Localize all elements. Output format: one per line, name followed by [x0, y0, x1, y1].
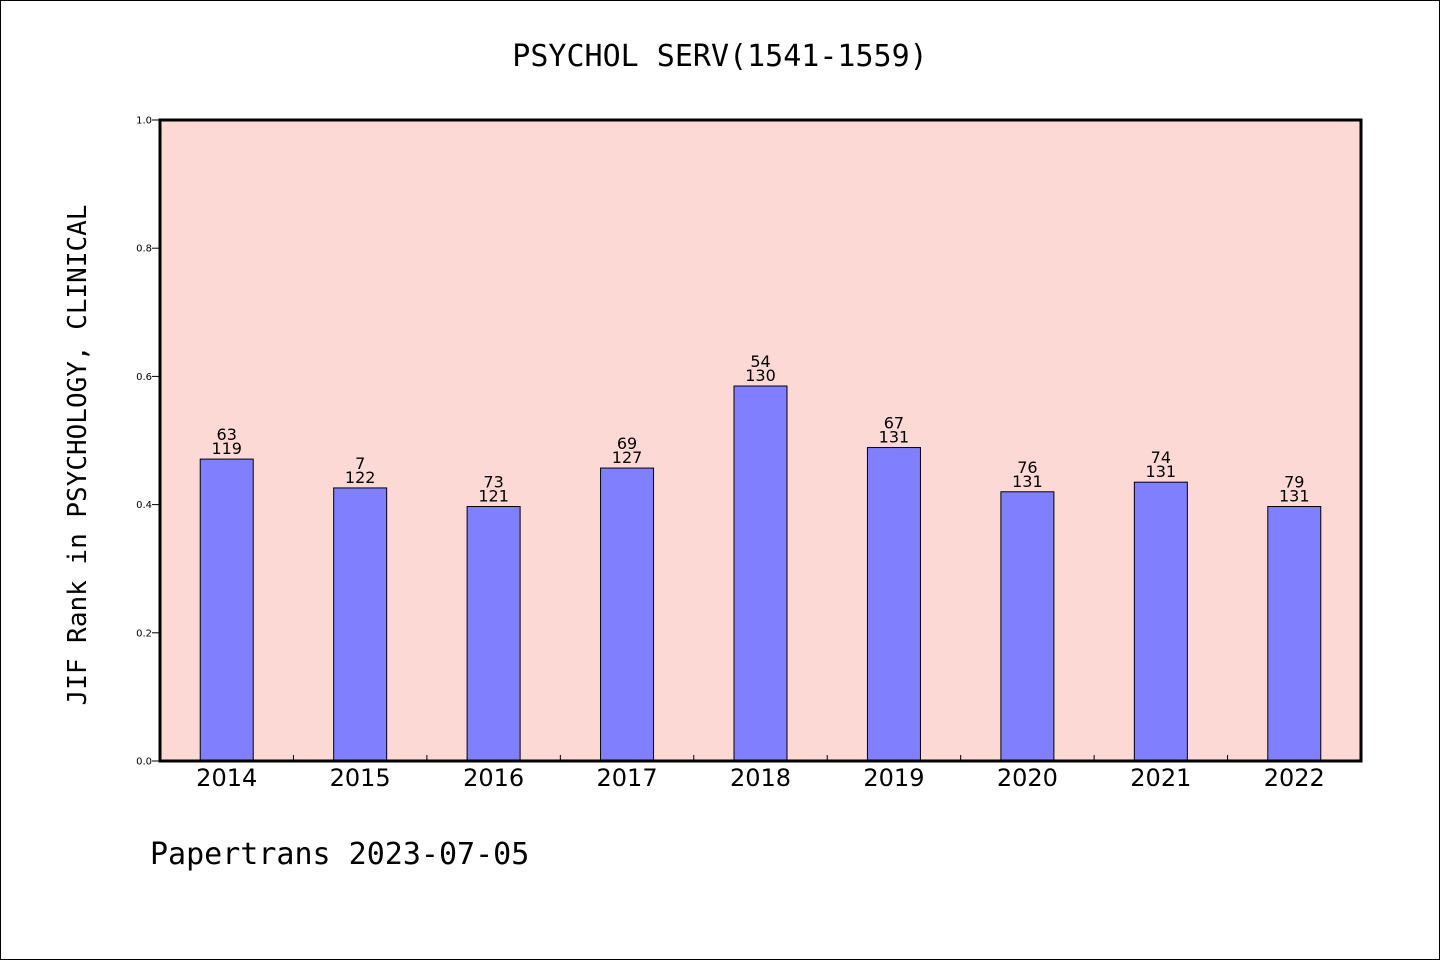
bar-total-label: 122 [345, 468, 376, 487]
x-tick-label: 2020 [997, 764, 1058, 792]
x-tick-label: 2018 [730, 764, 791, 792]
y-axis-label: JIF Rank in PSYCHOLOGY, CLINICAL [63, 205, 93, 706]
bar-2015 [333, 487, 388, 762]
x-tick-label: 2014 [196, 764, 257, 792]
bar-total-label: 121 [478, 487, 509, 506]
footer-credit: Papertrans 2023-07-05 [150, 837, 529, 872]
bar-2021 [1133, 481, 1188, 762]
bar-total-label: 119 [211, 439, 242, 458]
bar-series [199, 385, 1322, 762]
plot-border [158, 118, 1363, 763]
bar-rank-label: 73 [483, 473, 503, 492]
bar-2018 [733, 385, 788, 762]
bar-rank-label: 79 [1284, 473, 1304, 492]
bar-total-label: 131 [879, 428, 910, 447]
bar-2014 [199, 458, 254, 762]
bar-total-label: 127 [612, 448, 643, 467]
bar-total-label: 131 [1279, 487, 1310, 506]
bar-total-label: 131 [1146, 462, 1177, 481]
x-tick-label: 2017 [597, 764, 658, 792]
bar-rank-label: 67 [884, 414, 904, 433]
y-tick-label: 0.2 [136, 628, 152, 639]
bar-2020 [1000, 491, 1055, 762]
x-tick-label: 2019 [863, 764, 924, 792]
y-tick-label: 0.4 [136, 500, 152, 511]
x-tick-label: 2015 [330, 764, 391, 792]
y-tick-label: 0.6 [136, 372, 152, 383]
y-tick-label: 0.8 [136, 244, 152, 255]
bar-rank-label: 7 [355, 454, 365, 473]
x-axis: 2014 2015 2016 2017 2018 2019 2020 2021 2022 [196, 755, 1325, 792]
x-tick-label: 2022 [1264, 764, 1325, 792]
bar-rank-label: 76 [1017, 458, 1037, 477]
bar-total-label: 131 [1012, 472, 1043, 491]
y-tick-label: 0.0 [136, 757, 152, 768]
bar-rank-label: 74 [1151, 448, 1171, 467]
bar-2016 [466, 506, 521, 762]
chart-title: PSYCHOL SERV(1541-1559) [512, 39, 927, 74]
bar-rank-label: 63 [217, 425, 237, 444]
bar-2022 [1267, 506, 1322, 762]
bar-2019 [866, 447, 921, 762]
y-tick-label: 1.0 [136, 116, 152, 127]
bar-total-label: 130 [745, 366, 776, 385]
x-tick-label: 2021 [1130, 764, 1191, 792]
bar-2017 [600, 467, 655, 762]
x-tick-label: 2016 [463, 764, 524, 792]
bar-rank-label: 54 [750, 352, 770, 371]
y-axis: 0.0 0.2 0.4 0.6 0.8 1.0 [136, 116, 160, 768]
bar-rank-label: 69 [617, 434, 637, 453]
